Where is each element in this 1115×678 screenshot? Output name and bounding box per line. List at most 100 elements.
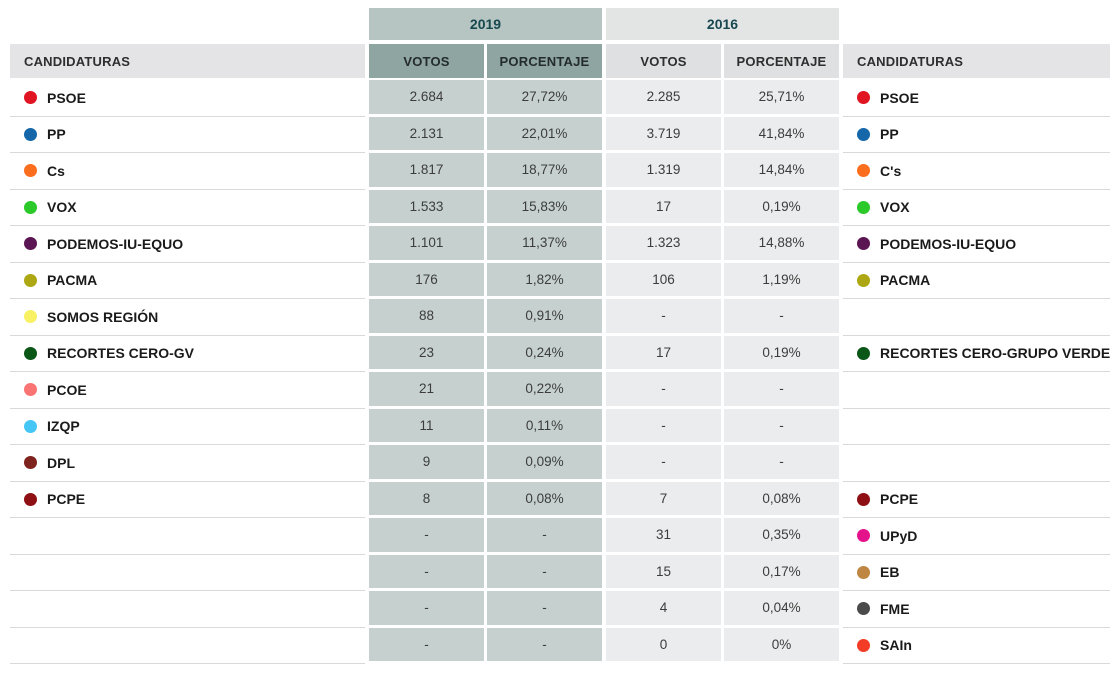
- party-name-label: PSOE: [880, 89, 919, 106]
- party-name-label: VOX: [47, 199, 77, 216]
- party-row: Cs: [10, 153, 365, 190]
- party-row: C's: [843, 153, 1111, 190]
- party-color-dot: [857, 638, 870, 652]
- votos-2019-cell: 88: [369, 299, 484, 333]
- candidaturas-right-header: CANDIDATURAS: [843, 44, 1111, 78]
- porcentaje-2019-cell: 0,24%: [487, 335, 602, 369]
- party-name-label: PODEMOS-IU-EQUO: [47, 235, 184, 252]
- party-row: PACMA: [10, 262, 365, 299]
- porcentaje-2019-cell: 0,08%: [487, 481, 602, 515]
- votos-2016-column: VOTOS 2.285 3.719 1.319 17 1.323 106-17- - -7 31…: [606, 44, 721, 664]
- party-row: IZQP: [10, 408, 365, 445]
- party-row: PSOE: [843, 80, 1111, 117]
- right-year-spacer: [843, 8, 1110, 40]
- porcentaje-2016-header: PORCENTAJE: [724, 44, 839, 78]
- votos-2019-cell: 1.817: [369, 153, 484, 187]
- party-row: DPL: [10, 445, 365, 482]
- votos-2019-cell: 9: [369, 445, 484, 479]
- votos-2019-header: VOTOS: [369, 44, 484, 78]
- party-color-dot: [24, 91, 37, 105]
- party-color-dot: [857, 164, 870, 178]
- party-row: VOX: [10, 189, 365, 226]
- party-color-dot: [857, 529, 870, 543]
- party-color-dot: [24, 127, 37, 141]
- left-year-spacer: [10, 8, 365, 40]
- party-row: PACMA: [843, 262, 1111, 299]
- porcentaje-2016-cell: 25,71%: [724, 80, 839, 114]
- party-name-label: PCPE: [47, 491, 86, 508]
- porcentaje-2019-cell: -: [487, 627, 602, 661]
- party-name-label: FME: [880, 600, 910, 617]
- votos-2016-cells: 2.285 3.719 1.319 17 1.323 106-17- - -7 31 15 4 0: [606, 80, 721, 661]
- party-name-label: PACMA: [880, 272, 931, 289]
- party-row: [10, 627, 365, 664]
- votos-2019-cell: -: [369, 627, 484, 661]
- votos-2016-cell: 15: [606, 554, 721, 588]
- candidaturas-right-column: CANDIDATURAS PSOE PP C's VOX PODEMOS-IU-EQUO…: [843, 8, 1111, 664]
- party-row: [10, 518, 365, 555]
- party-name-label: RECORTES CERO-GRUPO VERDE: [880, 345, 1111, 362]
- porcentaje-2016-cell: 0,35%: [724, 518, 839, 552]
- votos-2016-cell: -: [606, 299, 721, 333]
- party-row: VOX: [843, 189, 1111, 226]
- party-color-dot: [857, 492, 870, 506]
- candidaturas-left-header: CANDIDATURAS: [10, 44, 365, 78]
- porcentaje-2019-cell: 0,09%: [487, 445, 602, 479]
- porcentaje-2016-cell: 0,17%: [724, 554, 839, 588]
- party-name-label: DPL: [47, 454, 75, 471]
- votos-2019-cell: 176: [369, 262, 484, 296]
- porcentaje-2019-cell: 22,01%: [487, 116, 602, 150]
- party-name-label: PCPE: [880, 491, 919, 508]
- porcentaje-2019-cell: 15,83%: [487, 189, 602, 223]
- porcentaje-2019-column: PORCENTAJE 27,72% 22,01% 18,77% 15,83% 11,37…: [487, 44, 602, 664]
- party-name-label: PP: [880, 126, 899, 143]
- porcentaje-2016-cell: 14,88%: [724, 226, 839, 260]
- votos-2019-cell: -: [369, 518, 484, 552]
- porcentaje-2019-cell: 1,82%: [487, 262, 602, 296]
- party-name-label: RECORTES CERO-GV: [47, 345, 195, 362]
- votos-2016-cell: 106: [606, 262, 721, 296]
- party-color-dot: [24, 346, 37, 360]
- party-row: PODEMOS-IU-EQUO: [10, 226, 365, 263]
- porcentaje-2019-cell: 0,22%: [487, 372, 602, 406]
- votos-2019-cell: -: [369, 554, 484, 588]
- votos-2016-cell: 3.719: [606, 116, 721, 150]
- party-color-dot: [857, 565, 870, 579]
- left-party-rows: PSOE PP Cs VOX PODEMOS-IU-EQUO PACMA SOMOS REG…: [10, 80, 365, 664]
- votos-2016-cell: 2.285: [606, 80, 721, 114]
- year-2019-header: 2019: [369, 8, 602, 40]
- porcentaje-2019-cell: 0,11%: [487, 408, 602, 442]
- votos-2019-cell: 11: [369, 408, 484, 442]
- party-color-dot: [857, 602, 870, 616]
- votos-2019-cell: 23: [369, 335, 484, 369]
- porcentaje-2019-cell: 18,77%: [487, 153, 602, 187]
- votos-2016-cell: 0: [606, 627, 721, 661]
- party-color-dot: [857, 200, 870, 214]
- porcentaje-2019-cell: -: [487, 591, 602, 625]
- party-row: [843, 408, 1111, 445]
- votos-2016-cell: 1.319: [606, 153, 721, 187]
- votos-2016-cell: 17: [606, 189, 721, 223]
- party-row: [843, 372, 1111, 409]
- election-results-table: CANDIDATURAS PSOE PP Cs VOX PODEMOS-IU-EQUO P…: [10, 8, 1111, 664]
- party-color-dot: [24, 383, 37, 397]
- porcentaje-2016-cells: 25,71% 41,84% 14,84% 0,19% 14,88% 1,19% -0,19%…: [724, 80, 839, 661]
- party-row: [843, 299, 1111, 336]
- porcentaje-2016-cell: -: [724, 408, 839, 442]
- party-name-label: PCOE: [47, 381, 87, 398]
- votos-2019-column: VOTOS 2.684 2.131 1.817 1.533 1.101 176 88 23 21…: [369, 44, 484, 664]
- porcentaje-2019-cell: -: [487, 518, 602, 552]
- party-color-dot: [857, 273, 870, 287]
- party-color-dot: [24, 200, 37, 214]
- votos-2016-cell: 4: [606, 591, 721, 625]
- year-2016-header: 2016: [606, 8, 839, 40]
- porcentaje-2019-cell: -: [487, 554, 602, 588]
- votos-2016-cell: 1.323: [606, 226, 721, 260]
- porcentaje-2016-cell: 14,84%: [724, 153, 839, 187]
- party-row: PCPE: [843, 481, 1111, 518]
- votos-2019-cell: 21: [369, 372, 484, 406]
- party-row: RECORTES CERO-GRUPO VERDE: [843, 335, 1111, 372]
- party-name-label: EB: [880, 564, 900, 581]
- votos-2016-cell: -: [606, 445, 721, 479]
- party-color-dot: [857, 127, 870, 141]
